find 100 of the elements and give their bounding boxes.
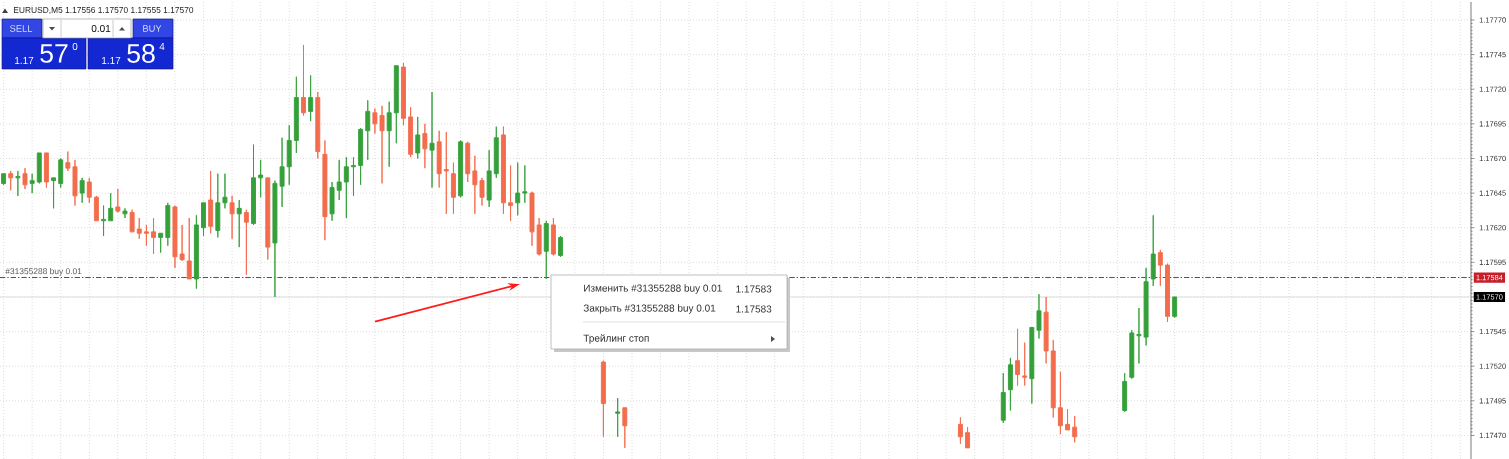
candlestick xyxy=(1036,293,1042,339)
candlestick xyxy=(1172,296,1178,319)
candlestick xyxy=(322,140,328,241)
annotation: 4 xyxy=(159,43,165,50)
candlestick xyxy=(1015,328,1021,387)
candlestick xyxy=(29,173,35,194)
annotation: Закрыть #31355288 buy 0.01 xyxy=(583,304,716,314)
candlestick xyxy=(1165,263,1170,323)
candlestick xyxy=(158,232,164,254)
candlestick xyxy=(543,220,549,280)
candlestick xyxy=(1,173,7,186)
annotation: 1.17583 xyxy=(736,305,772,313)
candlestick xyxy=(136,217,142,240)
ref-line-label: #31355288 buy 0.01 xyxy=(5,267,82,276)
candlestick xyxy=(43,152,49,189)
candlestick xyxy=(286,124,292,186)
candlestick xyxy=(215,173,221,238)
candlestick xyxy=(122,207,128,219)
candlestick xyxy=(22,167,28,190)
candlestick xyxy=(358,127,364,186)
candlestick xyxy=(165,202,171,247)
candlestick xyxy=(522,164,528,204)
candlestick xyxy=(86,177,92,204)
candlestick xyxy=(293,76,299,154)
candlestick xyxy=(365,99,371,161)
candlestick xyxy=(229,195,235,240)
annotation: 0.01 xyxy=(91,24,111,33)
candlestick xyxy=(615,397,621,438)
candlestick xyxy=(1007,357,1013,411)
candlestick xyxy=(415,116,421,159)
candlestick xyxy=(329,181,335,222)
candlestick xyxy=(386,101,392,168)
candlestick xyxy=(401,62,406,126)
candlestick xyxy=(265,177,271,261)
candlestick xyxy=(315,91,321,159)
candlestick xyxy=(336,159,342,201)
annotation: 1.17 xyxy=(102,57,121,64)
candlestick xyxy=(208,170,214,234)
candlestick xyxy=(1050,339,1056,418)
candlestick xyxy=(436,130,442,189)
candlestick xyxy=(8,170,14,191)
candlestick xyxy=(243,209,249,276)
candlestick xyxy=(15,170,21,197)
candlestick xyxy=(51,177,57,209)
candlestick xyxy=(493,126,499,179)
candlestick xyxy=(1057,371,1063,435)
candlestick xyxy=(222,173,228,209)
candlestick xyxy=(351,156,356,197)
candlestick xyxy=(236,199,242,248)
candlestick xyxy=(1157,249,1163,287)
candlestick xyxy=(201,202,206,237)
annotation: SELL xyxy=(10,25,33,32)
candlestick xyxy=(1150,214,1156,287)
annotation: 0 xyxy=(72,42,78,51)
candlestick xyxy=(1065,408,1071,431)
candlestick xyxy=(251,144,256,226)
candlestick xyxy=(422,123,428,169)
candlestick xyxy=(343,156,349,219)
candlestick xyxy=(101,205,107,237)
candlestick xyxy=(1000,372,1006,424)
annotation: Трейлинг стоп xyxy=(583,334,649,344)
candlestick xyxy=(515,162,521,216)
candlestick xyxy=(450,162,456,215)
annotation: BUY xyxy=(143,25,162,32)
candlestick xyxy=(443,131,449,215)
candlestick xyxy=(1129,329,1135,380)
candlestick xyxy=(308,74,314,122)
candlestick xyxy=(1029,326,1035,405)
candlestick xyxy=(1043,296,1049,364)
candlestick xyxy=(108,192,114,222)
candlestick xyxy=(93,195,99,222)
candlestick xyxy=(258,159,264,198)
candlestick xyxy=(957,416,963,445)
candlestick xyxy=(143,224,149,247)
candlestick xyxy=(1022,342,1028,387)
candlestick xyxy=(79,177,85,204)
candlestick xyxy=(186,217,192,280)
candlestick xyxy=(1122,372,1128,413)
annotation: 1.17 xyxy=(15,57,34,64)
candlestick xyxy=(36,152,42,184)
annotation: 57 xyxy=(40,44,68,63)
candlestick xyxy=(115,188,121,213)
annotation: 1.17583 xyxy=(736,285,772,293)
candlestick xyxy=(500,126,506,215)
candlestick xyxy=(129,209,135,233)
candlestick xyxy=(1072,415,1078,443)
candlestick xyxy=(965,426,971,449)
annotation: Изменить #31355288 buy 0.01 xyxy=(584,284,722,294)
candlestick xyxy=(193,214,199,290)
candlestick xyxy=(58,158,64,189)
candlestick xyxy=(465,141,471,183)
candlestick xyxy=(408,106,414,158)
candlestick xyxy=(550,217,556,256)
candlestick xyxy=(458,140,464,198)
candlestick xyxy=(393,65,399,144)
candlestick xyxy=(151,217,157,255)
candlestick xyxy=(429,91,435,189)
annotation: 58 xyxy=(127,44,155,63)
candlestick xyxy=(508,164,514,222)
text: EURUSD,M5 1.17556 1.17570 1.17555 1.17570 xyxy=(13,7,194,14)
